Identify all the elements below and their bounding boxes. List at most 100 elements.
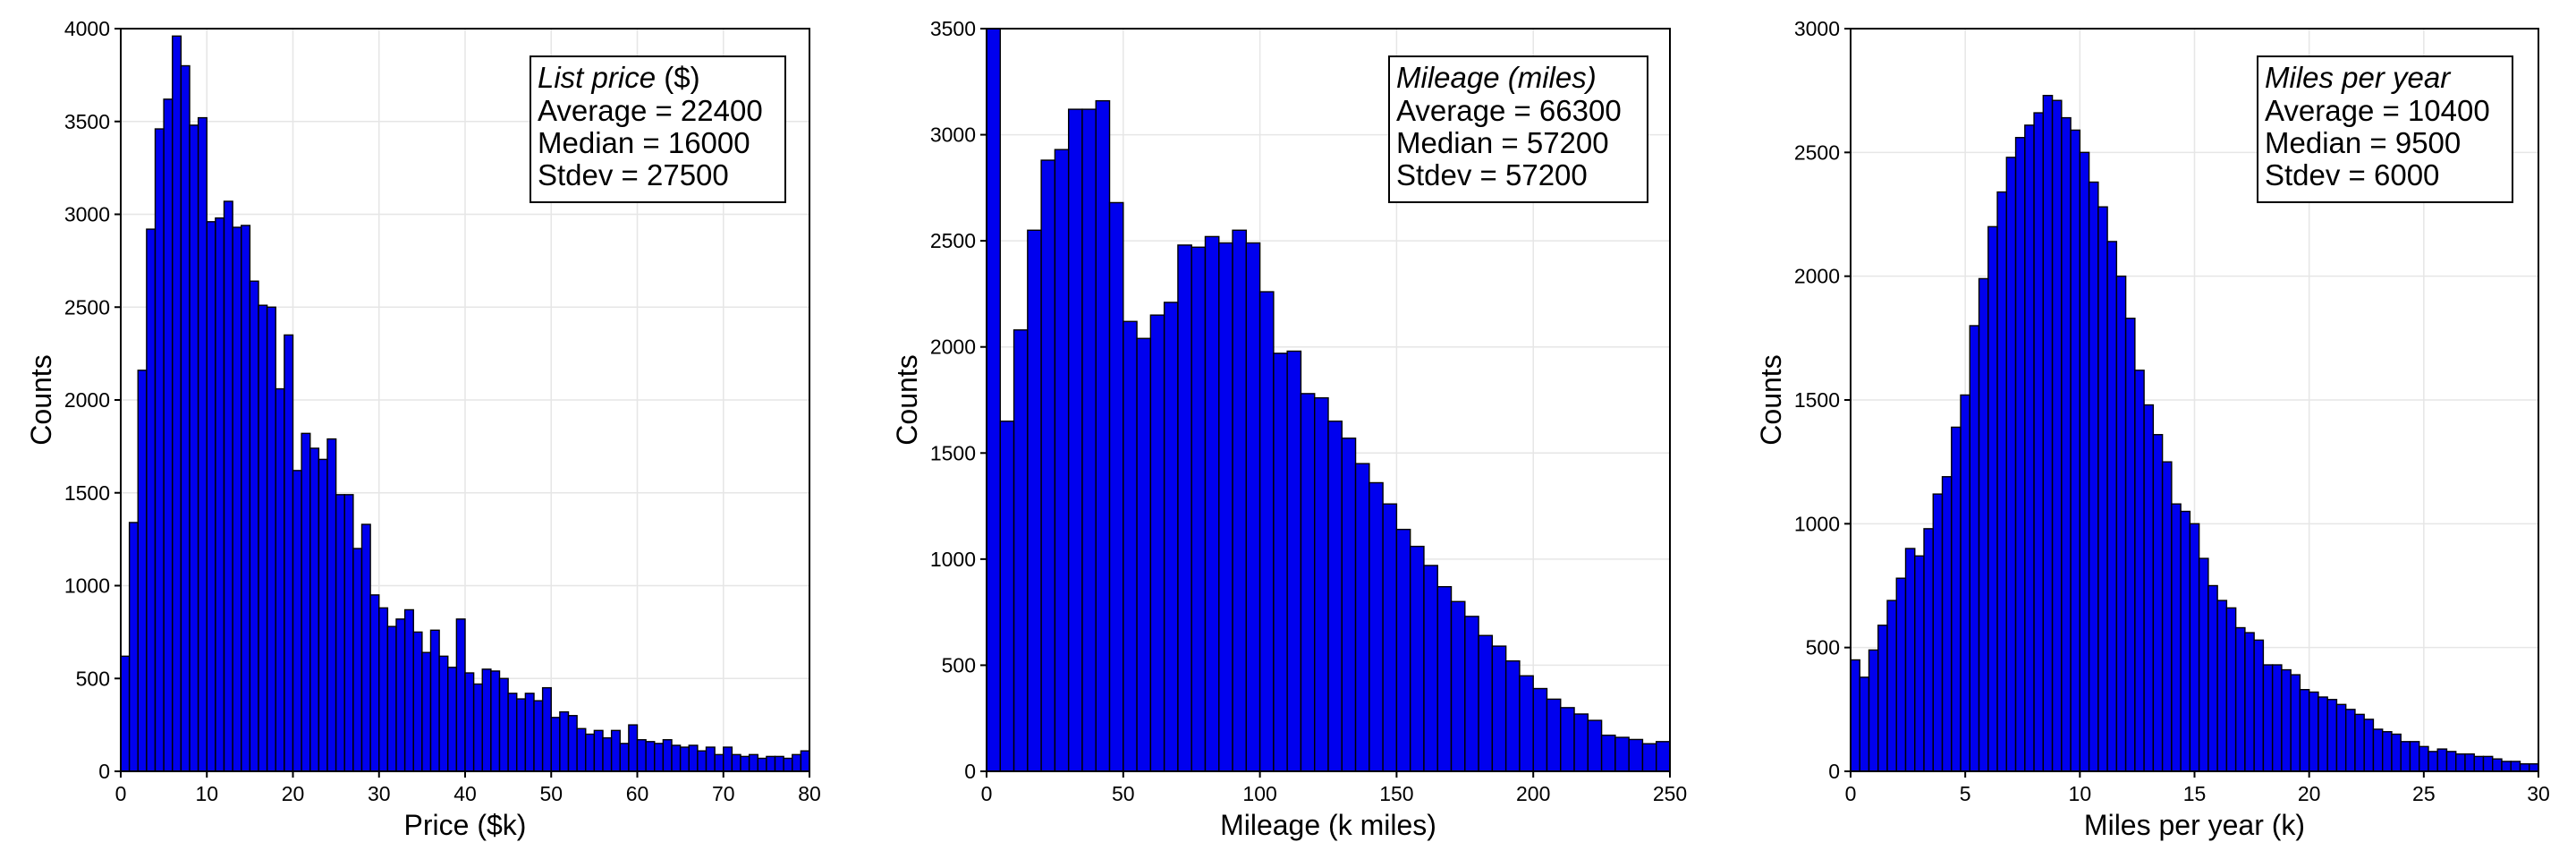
- histogram-bar: [1941, 476, 1953, 771]
- histogram-bar: [2400, 741, 2411, 771]
- stats-title-unit: (miles): [1500, 61, 1597, 94]
- x-tick-label: 0: [1845, 782, 1857, 805]
- histogram-bar: [774, 755, 784, 771]
- histogram-bar: [2198, 557, 2209, 771]
- histogram-bar: [352, 548, 363, 771]
- x-tick-label: 0: [115, 782, 127, 805]
- histogram-bar: [524, 693, 535, 771]
- histogram-bar: [636, 739, 647, 771]
- stats-line: Stdev = 27500: [538, 158, 729, 191]
- y-tick-label: 500: [76, 667, 110, 690]
- histogram-bar: [559, 710, 570, 771]
- histogram-bar: [2079, 151, 2090, 771]
- histogram-bar: [731, 753, 741, 771]
- x-tick-label: 50: [539, 782, 563, 805]
- histogram-bar: [2061, 116, 2072, 771]
- x-tick-label: 150: [1379, 782, 1413, 805]
- stats-title-name: Miles per year: [2265, 61, 2452, 94]
- histogram-bar: [610, 729, 621, 771]
- histogram-bar: [757, 757, 767, 771]
- bars: [1851, 94, 2538, 771]
- histogram-bar: [258, 304, 268, 771]
- histogram-bar: [2409, 741, 2420, 771]
- histogram-bar: [2171, 503, 2182, 771]
- histogram-bar: [2326, 699, 2338, 771]
- histogram-bar: [654, 743, 665, 771]
- y-tick-label: 1500: [930, 441, 976, 464]
- histogram-bar: [2051, 99, 2063, 771]
- histogram-bar: [284, 334, 294, 771]
- histogram-bar: [2363, 719, 2375, 771]
- histogram-bar: [137, 370, 148, 771]
- x-tick-label: 0: [981, 782, 993, 805]
- stats-line: Average = 66300: [1396, 94, 1622, 127]
- histogram-bar: [1904, 548, 1916, 771]
- histogram-bar: [1395, 528, 1411, 771]
- histogram-bar: [2308, 691, 2319, 771]
- y-tick-label: 500: [942, 653, 976, 676]
- histogram-bar: [1532, 687, 1548, 771]
- histogram-bar: [1932, 493, 1944, 771]
- x-tick-label: 40: [453, 782, 477, 805]
- histogram-bar: [1163, 302, 1179, 771]
- y-tick-label: 3000: [64, 203, 110, 226]
- histogram-bar: [2152, 434, 2164, 771]
- stats-title: Mileage (miles): [1396, 61, 1597, 94]
- x-tick-label: 5: [1960, 782, 1971, 805]
- histogram-bar: [412, 631, 423, 771]
- histogram-bar: [189, 124, 199, 771]
- histogram-bar: [172, 35, 182, 771]
- histogram-bar: [146, 228, 157, 771]
- histogram-bar: [2436, 748, 2448, 771]
- histogram-bar: [2234, 626, 2246, 771]
- histogram-bar: [378, 607, 389, 771]
- histogram-bar: [2482, 755, 2494, 771]
- histogram-bar: [1040, 159, 1056, 771]
- histogram-bar: [533, 700, 544, 771]
- histogram-bar: [2134, 370, 2145, 771]
- histogram-bar: [1628, 738, 1644, 771]
- histogram-bar: [792, 753, 802, 771]
- y-tick-label: 3500: [64, 110, 110, 133]
- histogram-bar: [275, 387, 285, 771]
- stats-line: Median = 57200: [1396, 126, 1609, 159]
- histogram-bar: [1423, 565, 1438, 771]
- histogram-bar: [1149, 314, 1165, 771]
- histogram-bar: [2253, 639, 2265, 771]
- histogram-bar: [498, 677, 509, 771]
- histogram-bar: [2299, 689, 2310, 771]
- histogram-bar: [1960, 394, 1970, 771]
- stats-title-name: List price: [538, 61, 656, 94]
- y-tick-label: 500: [1806, 636, 1840, 659]
- histogram-bar: [2354, 713, 2365, 771]
- histogram-bar: [1491, 645, 1507, 771]
- y-tick-label: 0: [964, 760, 976, 783]
- histogram-bar: [1123, 320, 1138, 771]
- histogram-bar: [1895, 577, 1907, 771]
- histogram-bar: [309, 447, 320, 771]
- histogram-bar: [223, 200, 233, 771]
- histogram-bar: [999, 421, 1015, 771]
- histogram-bar: [2216, 600, 2228, 771]
- histogram-bar: [2244, 632, 2255, 771]
- histogram-bar: [1464, 616, 1479, 771]
- histogram-bar: [215, 217, 225, 771]
- histogram-bar: [1436, 585, 1453, 771]
- x-tick-label: 250: [1653, 782, 1687, 805]
- histogram-bar: [360, 523, 371, 771]
- histogram-bar: [593, 729, 604, 771]
- histogram-bar: [766, 755, 776, 771]
- histogram-bar: [2318, 696, 2328, 771]
- histogram-bar: [619, 743, 630, 771]
- histogram-bar: [1987, 225, 1998, 771]
- histogram-bar: [2529, 763, 2538, 771]
- stats-title: List price ($): [538, 61, 700, 94]
- histogram-bar: [541, 686, 552, 771]
- histogram-bar: [2391, 733, 2402, 771]
- histogram-bar: [241, 225, 251, 771]
- histogram-bar: [2344, 709, 2356, 771]
- y-tick-label: 1000: [64, 574, 110, 598]
- histogram-bar: [2070, 129, 2081, 771]
- histogram-bar: [800, 750, 809, 771]
